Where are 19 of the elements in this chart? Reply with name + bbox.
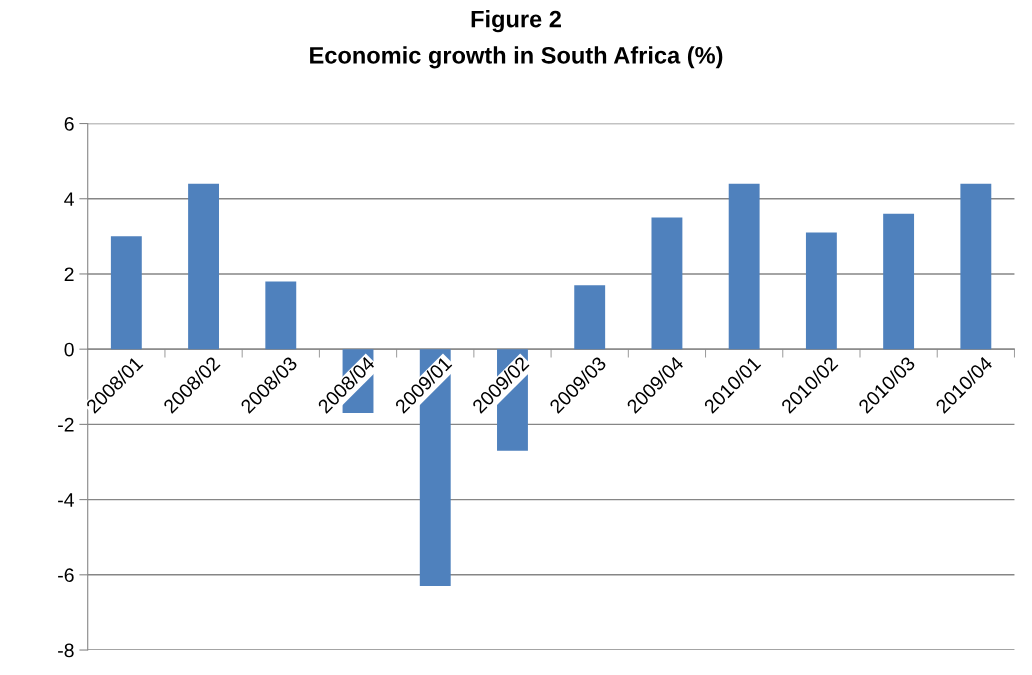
bar [960,183,992,350]
bar [110,236,142,350]
bar [728,183,760,350]
y-tick-label: -8 [58,643,74,658]
y-tick-label: -6 [58,568,74,583]
y-tick-label: 0 [64,342,74,357]
y-tick-label: -2 [58,417,74,432]
bar [188,183,220,350]
bar [805,232,837,350]
bar [574,285,606,350]
y-tick-label: 4 [64,192,74,206]
bar [883,213,915,350]
y-tick-label: -4 [58,493,74,507]
bar [265,281,297,350]
y-tick-label: 2 [64,267,74,281]
chart-subtitle: Economic growth in South Africa (%) [310,46,723,69]
chart-title: Figure 2 [471,10,561,33]
bar [651,217,683,350]
y-tick-label: 6 [64,116,74,131]
